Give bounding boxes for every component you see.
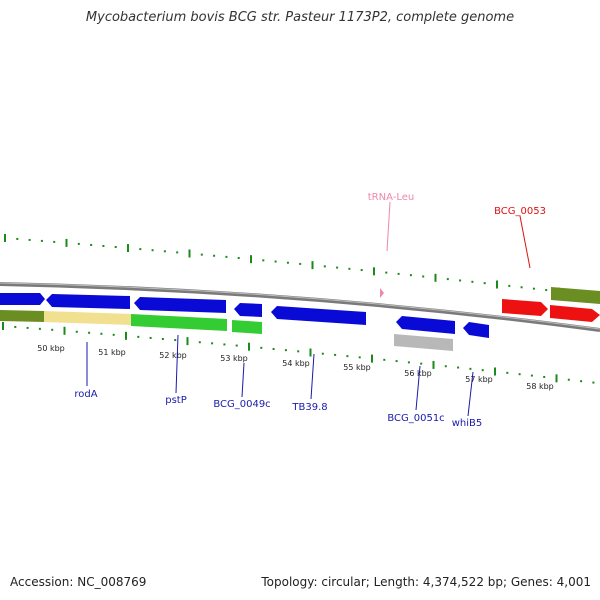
topology-text: Topology: circular; Length: 4,374,522 bp… — [261, 575, 591, 589]
gene-red-1[interactable] — [502, 299, 548, 316]
leader-whiB5 — [467, 371, 474, 417]
leader-bcg0051c — [415, 365, 421, 411]
gene-label-bcg0051c[interactable]: BCG_0051c — [387, 413, 444, 424]
kbp-label-57: 57 kbp — [465, 375, 493, 384]
cds-pale-rodA[interactable] — [44, 311, 131, 325]
leader-tb398 — [310, 353, 315, 400]
trna-leu-marker[interactable] — [380, 288, 384, 298]
kbp-label-54: 54 kbp — [282, 359, 310, 368]
leader-trnaLeu — [386, 201, 391, 252]
gene-label-pstP[interactable]: pstP — [165, 395, 187, 406]
gene-label-whiB5[interactable]: whiB5 — [452, 418, 483, 429]
gene-label-tb398[interactable]: TB39.8 — [291, 402, 327, 413]
kbp-label-50: 50 kbp — [37, 344, 65, 353]
gene-label-rodA[interactable]: rodA — [74, 389, 97, 400]
kbp-label-52: 52 kbp — [159, 351, 187, 360]
gene-label-bcg0049c[interactable]: BCG_0049c — [213, 399, 270, 410]
gene-label-bcg0053[interactable]: BCG_0053 — [494, 206, 546, 217]
kbp-label-56: 56 kbp — [404, 369, 432, 378]
gene-arrow-pstP[interactable] — [134, 297, 226, 313]
inner-tick-row — [2, 322, 595, 384]
cds-green-pstP[interactable] — [131, 314, 227, 331]
gene-arrow-bcg0049c[interactable] — [234, 303, 262, 317]
cds-gray-bcg0051c[interactable] — [394, 334, 453, 351]
gene-arrow-bcg0051c[interactable] — [396, 316, 455, 334]
gene-arrow-whiB5[interactable] — [463, 322, 489, 338]
accession-text: Accession: NC_008769 — [10, 575, 147, 589]
leader-bcg0049c — [241, 362, 245, 398]
genome-backbone-highlight — [0, 282, 600, 330]
genome-title: Mycobacterium bovis BCG str. Pasteur 117… — [85, 10, 515, 25]
gene-label-trna-leu[interactable]: tRNA-Leu — [368, 192, 414, 203]
cds-green-bcg0049c[interactable] — [232, 320, 262, 334]
gene-arrow-rodA[interactable] — [46, 294, 130, 309]
leader-pstP — [175, 334, 179, 394]
cds-olive-right[interactable] — [551, 287, 600, 304]
cds-olive-left[interactable] — [0, 310, 44, 322]
genome-backbone — [0, 282, 600, 332]
kbp-label-58: 58 kbp — [526, 382, 554, 391]
gene-arrow-tb398[interactable] — [271, 306, 366, 325]
kbp-label-51: 51 kbp — [98, 348, 126, 357]
leader-bcg0053 — [519, 215, 531, 269]
kbp-label-53: 53 kbp — [220, 354, 248, 363]
gene-red-2[interactable] — [550, 305, 600, 322]
gene-arrow-1[interactable] — [0, 293, 45, 305]
kbp-label-55: 55 kbp — [343, 363, 371, 372]
